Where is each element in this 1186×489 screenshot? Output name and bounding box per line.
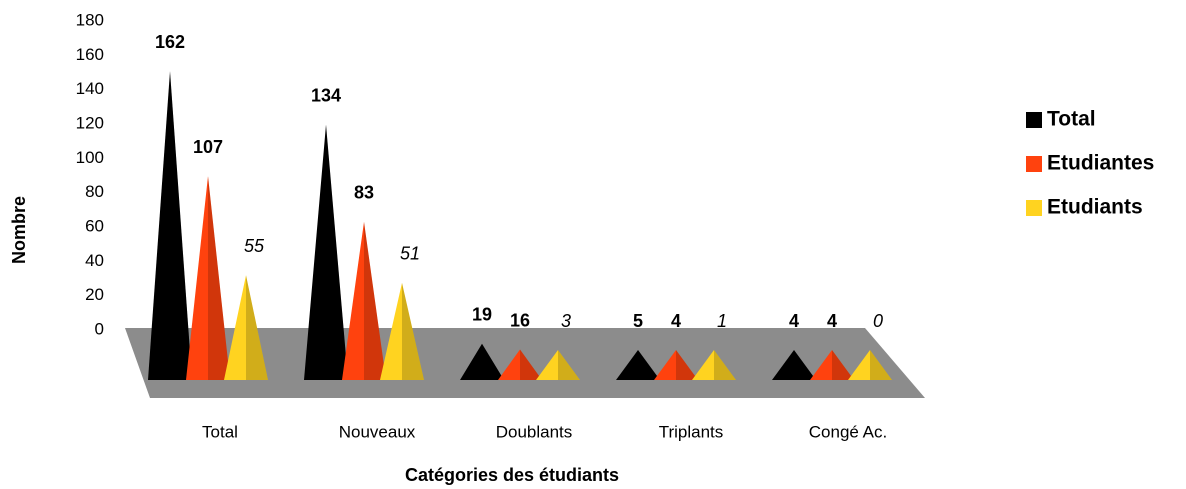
value-label: 19 [472,305,492,325]
bar-face [498,349,542,380]
bar-shade [676,350,698,380]
value-label: 107 [193,137,223,157]
y-tick-label: 180 [76,10,104,29]
bar [498,349,542,380]
bar-shade [208,176,230,380]
bar [460,343,504,380]
bar [772,350,816,380]
bar [380,282,424,380]
y-axis-label: Nombre [9,196,29,264]
value-label: 4 [789,311,799,331]
bar-face [772,350,816,380]
bar-face [148,71,192,381]
x-tick-label: Doublants [496,422,573,441]
bar-shade [714,350,736,380]
value-label: 51 [400,244,420,264]
bar-shade [326,124,348,381]
value-label: 0 [873,311,883,331]
y-tick-label: 0 [95,319,104,338]
y-tick-label: 100 [76,148,104,167]
legend-swatch [1026,200,1042,216]
legend-swatch [1026,156,1042,172]
bar [616,350,660,380]
bar [186,176,230,380]
bar-face [380,282,424,380]
bar-shade [402,282,424,380]
y-tick-label: 140 [76,79,104,98]
bar-face [654,350,698,380]
x-tick-label: Congé Ac. [809,422,887,441]
y-tick-label: 80 [85,182,104,201]
y-tick-label: 40 [85,251,104,270]
y-tick-label: 60 [85,216,104,235]
legend-swatch [1026,112,1042,128]
bar-shade [482,343,504,380]
bar-shade [520,349,542,380]
bar-shade [638,350,660,380]
value-label: 4 [671,311,681,331]
bar [692,350,736,380]
value-label: 134 [311,85,341,105]
bar-face [848,350,892,380]
bar [342,221,386,380]
bar-face [186,176,230,380]
bar-shade [794,350,816,380]
legend-label: Total [1047,108,1096,131]
bar-shade [870,350,892,380]
y-tick-label: 20 [85,285,104,304]
bar-face [810,350,854,380]
value-label: 1 [717,311,727,331]
value-label: 83 [354,183,374,203]
bar-face [692,350,736,380]
x-tick-label: Total [202,422,238,441]
y-tick-label: 120 [76,113,104,132]
bar-face [536,350,580,380]
bar [224,275,268,380]
bar [148,71,192,381]
bar-face [342,221,386,380]
bar [654,350,698,380]
x-tick-label: Triplants [659,422,724,441]
bar-shade [364,221,386,380]
bar-shade [558,350,580,380]
bar [810,350,854,380]
x-axis-label: Catégories des étudiants [405,465,619,485]
bar-shade [170,71,192,381]
bar [304,124,348,381]
value-label: 4 [827,311,837,331]
bar-shade [832,350,854,380]
bar-face [304,124,348,381]
y-tick-label: 160 [76,45,104,64]
x-tick-label: Nouveaux [339,422,416,441]
bar-shade [246,275,268,380]
legend-label: Etudiants [1047,196,1143,219]
legend-label: Etudiantes [1047,152,1154,175]
bar [536,350,580,380]
bar-face [460,343,504,380]
bar-face [616,350,660,380]
value-label: 16 [510,310,530,330]
value-label: 3 [561,311,571,331]
value-label: 162 [155,32,185,52]
bar-face [224,275,268,380]
bar [848,350,892,380]
value-label: 55 [244,236,265,256]
value-label: 5 [633,311,643,331]
